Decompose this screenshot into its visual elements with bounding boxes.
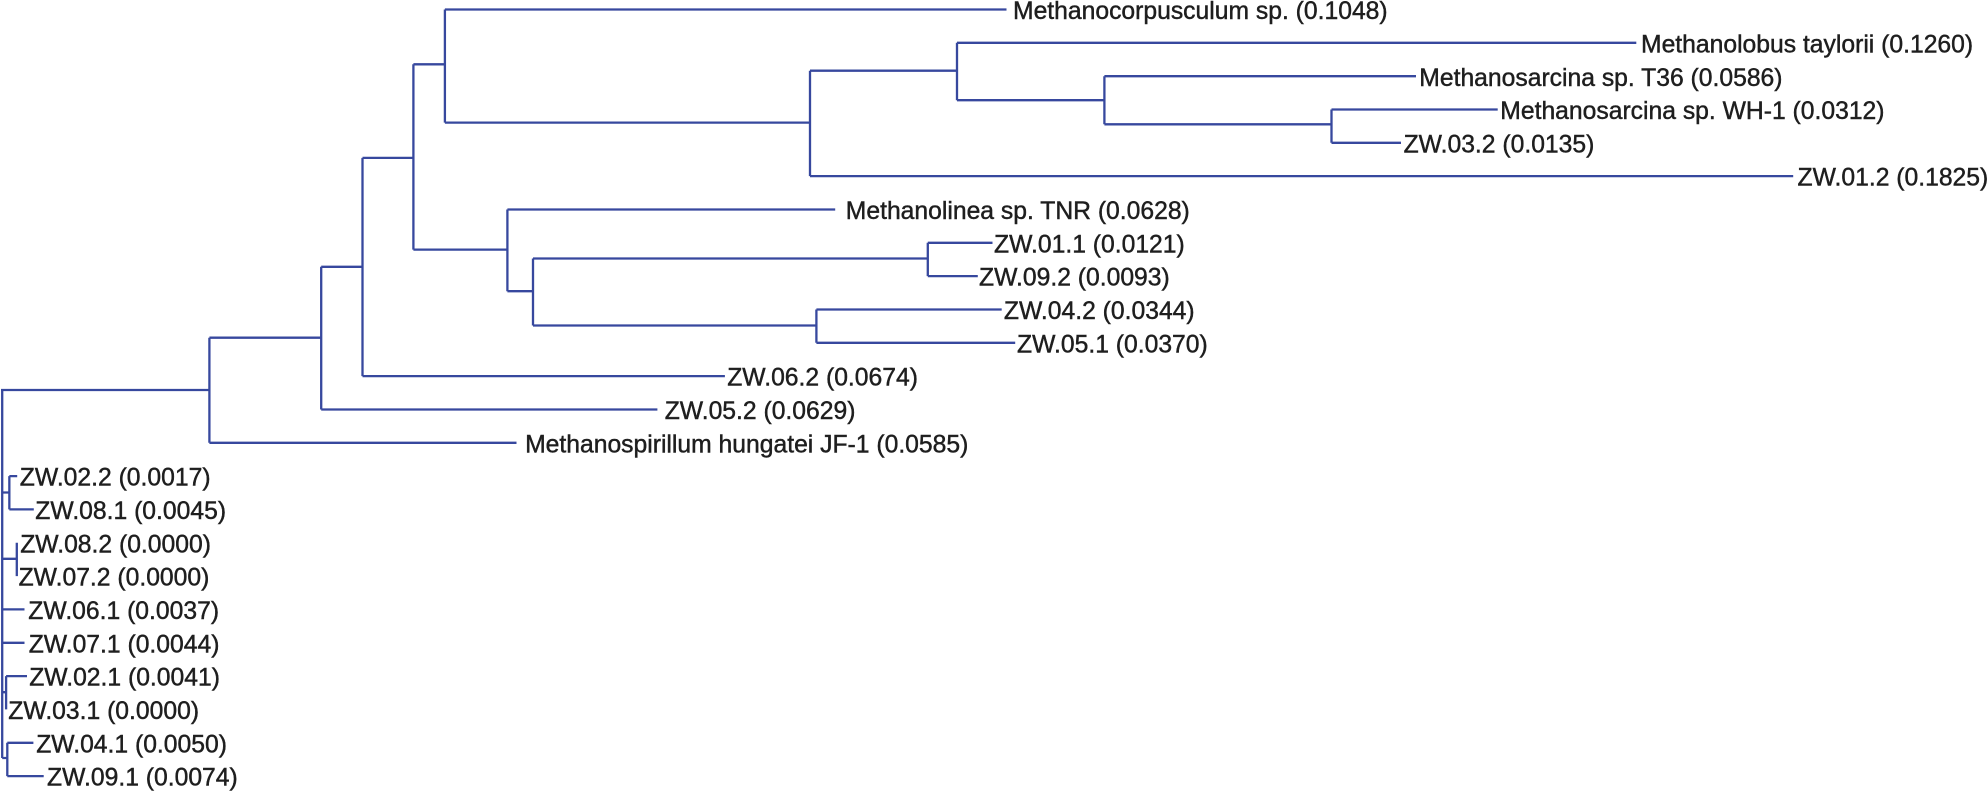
svg-text:ZW.02.1 (0.0041): ZW.02.1 (0.0041): [29, 665, 220, 692]
svg-text:ZW.04.2 (0.0344): ZW.04.2 (0.0344): [1004, 298, 1195, 325]
svg-text:ZW.06.2 (0.0674): ZW.06.2 (0.0674): [727, 365, 918, 392]
svg-text:ZW.07.2 (0.0000): ZW.07.2 (0.0000): [19, 565, 210, 592]
svg-text:ZW.07.1 (0.0044): ZW.07.1 (0.0044): [29, 631, 220, 658]
svg-text:Methanolobus taylorii (0.1260): Methanolobus taylorii (0.1260): [1641, 31, 1973, 58]
svg-text:ZW.05.1 (0.0370): ZW.05.1 (0.0370): [1017, 331, 1208, 358]
svg-text:ZW.01.2 (0.1825): ZW.01.2 (0.1825): [1798, 165, 1988, 192]
svg-text:Methanolinea sp. TNR (0.0628): Methanolinea sp. TNR (0.0628): [846, 198, 1190, 225]
svg-text:ZW.09.2 (0.0093): ZW.09.2 (0.0093): [979, 265, 1170, 292]
svg-text:ZW.05.2 (0.0629): ZW.05.2 (0.0629): [665, 398, 856, 425]
svg-text:Methanosarcina sp. T36 (0.0586: Methanosarcina sp. T36 (0.0586): [1419, 65, 1782, 92]
svg-text:Methanosarcina sp. WH-1 (0.031: Methanosarcina sp. WH-1 (0.0312): [1500, 98, 1884, 125]
svg-text:ZW.02.2 (0.0017): ZW.02.2 (0.0017): [20, 465, 211, 492]
svg-text:Methanospirillum hungatei JF-1: Methanospirillum hungatei JF-1 (0.0585): [525, 431, 968, 458]
svg-text:ZW.01.1 (0.0121): ZW.01.1 (0.0121): [994, 231, 1185, 258]
svg-text:ZW.03.2 (0.0135): ZW.03.2 (0.0135): [1404, 131, 1595, 158]
svg-text:ZW.08.1 (0.0045): ZW.08.1 (0.0045): [35, 498, 226, 525]
svg-text:ZW.04.1 (0.0050): ZW.04.1 (0.0050): [36, 731, 227, 758]
svg-text:ZW.03.1 (0.0000): ZW.03.1 (0.0000): [8, 698, 199, 725]
svg-text:ZW.08.2 (0.0000): ZW.08.2 (0.0000): [20, 531, 211, 558]
svg-text:Methanocorpusculum sp. (0.1048: Methanocorpusculum sp. (0.1048): [1013, 0, 1388, 25]
svg-text:ZW.06.1 (0.0037): ZW.06.1 (0.0037): [28, 598, 219, 625]
svg-text:ZW.09.1 (0.0074): ZW.09.1 (0.0074): [47, 765, 238, 792]
